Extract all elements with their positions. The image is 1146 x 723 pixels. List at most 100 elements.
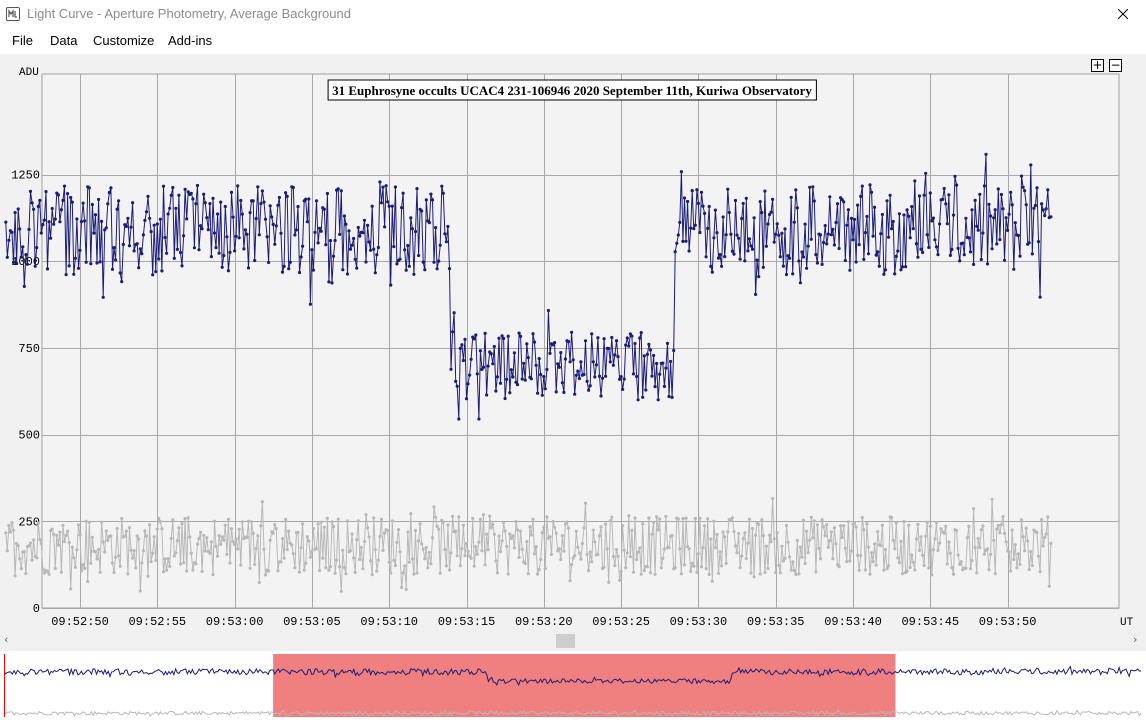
overview-panel[interactable] <box>0 651 1146 723</box>
light-curve-chart[interactable]: 0 250 500 750 1000 1250 09:52:50 09:52:55 09:53:… <box>0 54 1146 630</box>
comparison-data-point <box>752 575 756 579</box>
comparison-data-point <box>372 516 376 520</box>
target-data-point <box>754 292 758 296</box>
target-data-point <box>613 353 617 357</box>
comparison-data-point <box>652 520 656 524</box>
comparison-data-point <box>709 537 713 541</box>
scroll-right-icon[interactable]: › <box>1133 633 1138 646</box>
target-data-point <box>485 393 489 397</box>
target-data-point <box>446 224 450 229</box>
target-data-point <box>862 257 866 261</box>
target-data-point <box>166 212 170 216</box>
comparison-data-point <box>19 567 23 571</box>
comparison-data-point <box>512 546 517 550</box>
comparison-data-point <box>55 533 59 538</box>
target-data-point <box>454 379 458 383</box>
overview-plot[interactable] <box>0 651 1146 723</box>
comparison-data-point <box>348 549 353 553</box>
comparison-data-point <box>321 556 325 560</box>
target-data-point <box>293 233 297 237</box>
comparison-data-point <box>1012 557 1016 562</box>
comparison-data-point <box>608 519 612 523</box>
comparison-data-point <box>331 525 336 529</box>
target-data-point <box>259 202 263 206</box>
comparison-data-point <box>330 520 334 524</box>
zoom-out-button[interactable]: − <box>1109 58 1122 72</box>
target-data-point <box>624 343 628 347</box>
target-data-point <box>662 384 667 388</box>
horizontal-scrollbar[interactable]: ‹ › <box>0 630 1146 651</box>
comparison-data-point <box>59 570 64 574</box>
target-data-point <box>642 354 646 358</box>
comparison-data-point <box>1040 518 1044 522</box>
comparison-data-point <box>379 517 384 521</box>
menu-data[interactable]: Data <box>50 33 78 48</box>
target-data-point <box>669 359 673 364</box>
close-button[interactable] <box>1100 0 1146 28</box>
target-data-point <box>641 395 645 399</box>
target-data-point <box>16 207 20 211</box>
comparison-data-point <box>778 571 782 575</box>
target-data-point <box>1002 258 1007 262</box>
target-data-point <box>848 268 852 272</box>
comparison-data-point <box>624 566 628 570</box>
comparison-data-point <box>260 500 264 504</box>
comparison-data-point <box>22 550 26 554</box>
comparison-data-point <box>808 538 812 542</box>
target-series <box>4 152 1053 421</box>
target-data-point <box>950 247 954 251</box>
scroll-thumb[interactable] <box>556 634 575 648</box>
target-data-point <box>172 256 176 260</box>
comparison-data-point <box>449 551 453 555</box>
comparison-data-point <box>837 565 841 569</box>
comparison-data-point <box>403 564 407 568</box>
comparison-data-point <box>622 548 626 552</box>
target-data-point <box>216 212 220 216</box>
target-data-point <box>874 253 878 257</box>
target-data-point <box>672 348 676 353</box>
target-data-point <box>566 340 571 344</box>
target-data-point <box>511 375 515 379</box>
menu-file[interactable]: File <box>12 33 33 48</box>
y-axis-label: ADU <box>19 67 39 79</box>
comparison-data-point <box>478 517 482 521</box>
target-data-point <box>491 362 495 366</box>
comparison-data-point <box>863 568 868 572</box>
comparison-data-point <box>455 554 459 558</box>
comparison-data-point <box>662 547 667 551</box>
target-data-point <box>520 377 524 381</box>
comparison-data-point <box>185 569 189 573</box>
comparison-data-point <box>560 534 565 538</box>
target-data-point <box>692 227 696 231</box>
target-data-point <box>557 365 561 369</box>
comparison-data-point <box>423 557 427 561</box>
x-tick-label: 09:53:45 <box>901 615 959 629</box>
target-data-point <box>851 238 855 242</box>
target-data-point <box>260 189 264 193</box>
overview-visible-range[interactable] <box>273 654 896 717</box>
target-data-point <box>333 238 337 243</box>
comparison-data-point <box>829 530 834 534</box>
menu-add-ins[interactable]: Add-ins <box>168 33 213 48</box>
comparison-data-point <box>604 522 608 526</box>
target-data-point <box>999 192 1004 197</box>
target-data-point <box>936 253 940 257</box>
target-data-point <box>81 201 85 205</box>
target-data-point <box>559 351 563 355</box>
target-data-point <box>1040 202 1044 206</box>
comparison-data-point <box>359 545 363 550</box>
menu-customize[interactable]: Customize <box>93 33 155 48</box>
comparison-data-point <box>110 561 115 565</box>
comparison-data-point <box>220 535 224 539</box>
comparison-data-point <box>798 545 803 549</box>
scroll-left-icon[interactable]: ‹ <box>4 633 9 646</box>
zoom-in-button[interactable]: + <box>1091 58 1104 72</box>
target-data-point <box>730 249 735 253</box>
comparison-data-point <box>982 552 987 556</box>
plot-area[interactable] <box>41 73 1120 609</box>
comparison-data-point <box>551 520 555 524</box>
comparison-data-point <box>437 527 441 531</box>
comparison-data-point <box>189 551 193 555</box>
target-data-point <box>406 244 410 248</box>
